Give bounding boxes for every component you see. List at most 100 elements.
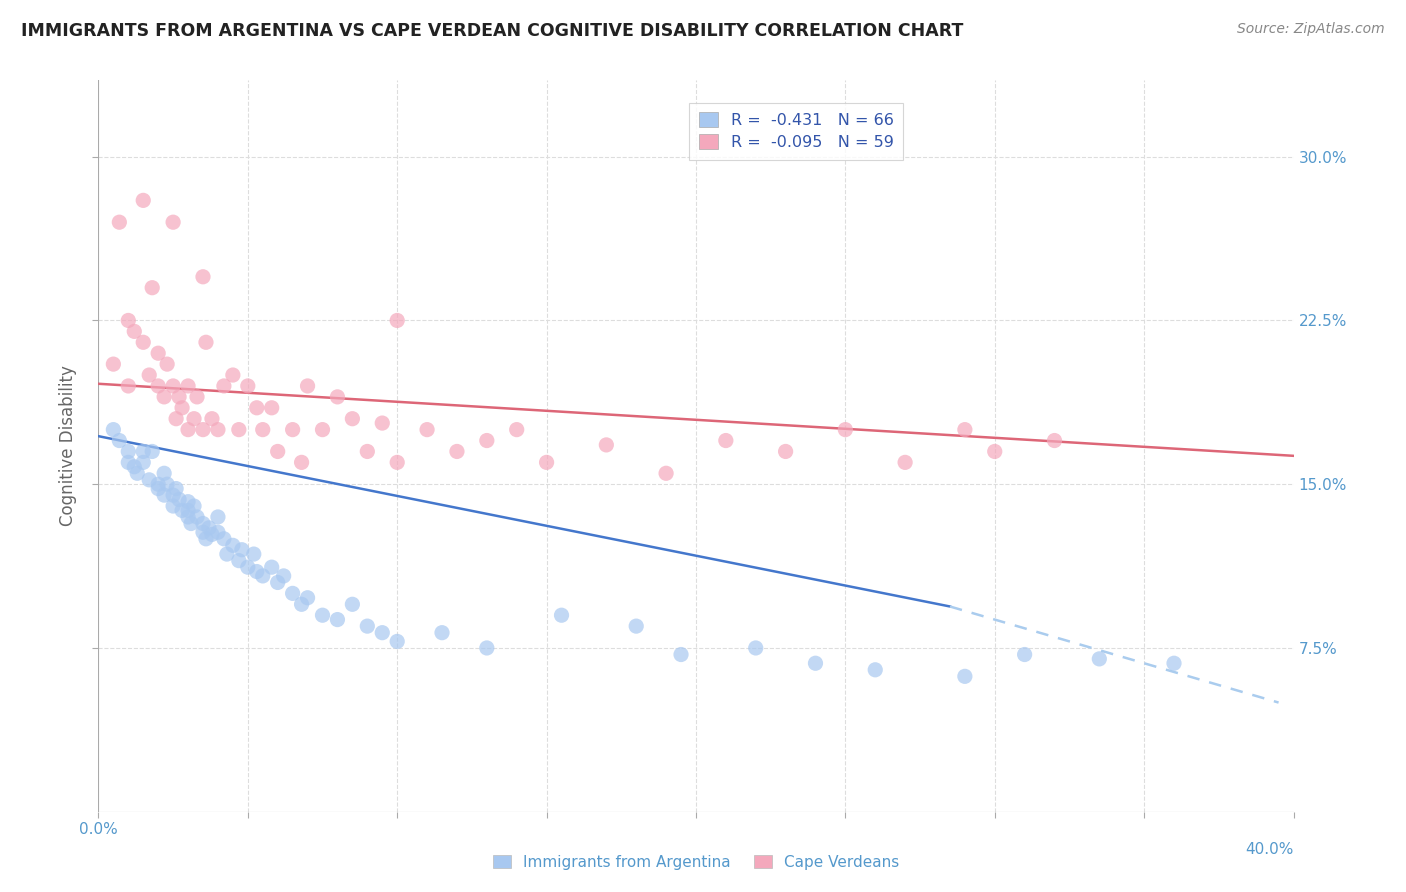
Point <box>804 657 827 671</box>
Point <box>626 619 648 633</box>
Point <box>356 444 378 458</box>
Point <box>132 194 155 208</box>
Point <box>297 379 319 393</box>
Point <box>252 423 274 437</box>
Point <box>297 591 319 605</box>
Point <box>117 379 139 393</box>
Point <box>141 281 163 295</box>
Point <box>186 510 208 524</box>
Point <box>117 444 139 458</box>
Point <box>108 434 131 448</box>
Point <box>745 640 768 655</box>
Point <box>371 625 394 640</box>
Point <box>669 648 692 662</box>
Point <box>177 423 200 437</box>
Point <box>177 503 200 517</box>
Point <box>356 619 378 633</box>
Point <box>281 586 304 600</box>
Point <box>953 423 976 437</box>
Point <box>371 416 394 430</box>
Point <box>311 423 333 437</box>
Point <box>342 597 364 611</box>
Point <box>195 532 218 546</box>
Point <box>201 411 224 425</box>
Point <box>291 597 314 611</box>
Point <box>138 368 160 382</box>
Point <box>207 423 229 437</box>
Point <box>222 538 245 552</box>
Point <box>132 335 155 350</box>
Point <box>326 390 349 404</box>
Point <box>267 575 290 590</box>
Point <box>153 467 176 481</box>
Point <box>172 401 194 415</box>
Point <box>385 634 409 648</box>
Legend: Immigrants from Argentina, Cape Verdeans: Immigrants from Argentina, Cape Verdeans <box>492 855 900 870</box>
Point <box>153 390 176 404</box>
Point <box>132 455 155 469</box>
Point <box>167 390 190 404</box>
Point <box>536 455 558 469</box>
Point <box>201 527 224 541</box>
Point <box>260 560 283 574</box>
Point <box>103 357 125 371</box>
Point <box>1163 657 1185 671</box>
Point <box>162 499 184 513</box>
Point <box>267 444 290 458</box>
Point <box>865 663 887 677</box>
Point <box>273 569 295 583</box>
Point <box>894 455 917 469</box>
Point <box>246 565 269 579</box>
Point <box>475 640 498 655</box>
Point <box>655 467 678 481</box>
Point <box>714 434 737 448</box>
Point <box>177 494 200 508</box>
Point <box>222 368 245 382</box>
Point <box>183 411 205 425</box>
Y-axis label: Cognitive Disability: Cognitive Disability <box>59 366 77 526</box>
Point <box>127 467 149 481</box>
Point <box>207 510 229 524</box>
Point <box>141 444 163 458</box>
Point <box>311 608 333 623</box>
Point <box>153 488 176 502</box>
Point <box>180 516 202 531</box>
Point <box>165 411 187 425</box>
Point <box>291 455 314 469</box>
Point <box>231 542 253 557</box>
Point <box>212 532 235 546</box>
Text: IMMIGRANTS FROM ARGENTINA VS CAPE VERDEAN COGNITIVE DISABILITY CORRELATION CHART: IMMIGRANTS FROM ARGENTINA VS CAPE VERDEA… <box>21 22 963 40</box>
Point <box>260 401 283 415</box>
Point <box>191 525 214 540</box>
Point <box>191 516 214 531</box>
Point <box>326 613 349 627</box>
Point <box>252 569 274 583</box>
Point <box>138 473 160 487</box>
Point <box>246 401 269 415</box>
Point <box>148 379 170 393</box>
Point <box>385 313 409 327</box>
Point <box>385 455 409 469</box>
Point <box>228 423 250 437</box>
Point <box>117 313 139 327</box>
Point <box>236 379 259 393</box>
Point <box>281 423 304 437</box>
Point <box>183 499 205 513</box>
Point <box>243 547 266 561</box>
Point <box>1014 648 1036 662</box>
Point <box>124 324 146 338</box>
Point <box>162 215 184 229</box>
Point <box>550 608 572 623</box>
Point <box>132 444 155 458</box>
Point <box>834 423 856 437</box>
Point <box>162 379 184 393</box>
Point <box>595 438 617 452</box>
Point <box>212 379 235 393</box>
Point <box>446 444 468 458</box>
Text: Source: ZipAtlas.com: Source: ZipAtlas.com <box>1237 22 1385 37</box>
Point <box>984 444 1007 458</box>
Point <box>148 477 170 491</box>
Point <box>186 390 208 404</box>
Point <box>172 503 194 517</box>
Point <box>475 434 498 448</box>
